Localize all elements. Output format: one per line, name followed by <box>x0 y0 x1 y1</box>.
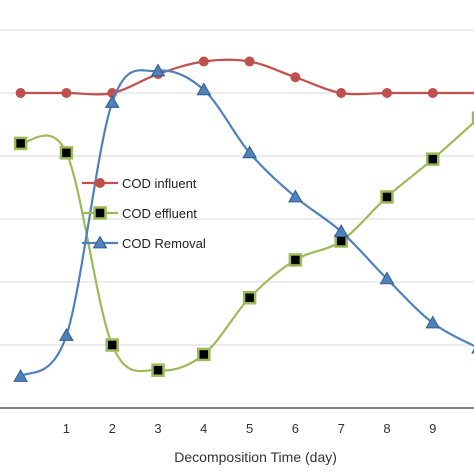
legend-marker <box>93 206 107 220</box>
data-point-triangle <box>196 82 212 96</box>
x-tick-label: 8 <box>383 421 390 436</box>
x-tick-label: 5 <box>246 421 253 436</box>
legend: COD influent COD effluent COD Removal <box>82 176 206 251</box>
series-line <box>19 69 474 378</box>
x-tick-label: 4 <box>200 421 207 436</box>
legend-label: COD effluent <box>122 206 197 221</box>
data-point-square <box>426 152 440 166</box>
data-point-circle <box>61 88 72 98</box>
data-point-triangle <box>104 94 120 108</box>
data-point-triangle <box>59 328 74 341</box>
data-point-circle <box>15 88 26 98</box>
data-point-triangle <box>13 368 28 382</box>
x-tick-label: 9 <box>429 421 436 436</box>
x-tick-label: 2 <box>109 421 116 436</box>
data-point-square <box>197 347 211 362</box>
series-2 <box>13 63 474 382</box>
data-point-triangle <box>333 224 349 237</box>
data-point-square <box>59 146 74 160</box>
data-point-triangle <box>425 315 441 329</box>
data-point-triangle <box>288 189 303 203</box>
legend-marker <box>95 178 105 188</box>
series-1 <box>13 111 474 377</box>
data-point-circle <box>381 88 392 98</box>
x-tick-label: 1 <box>63 421 70 436</box>
series-0 <box>15 56 474 98</box>
data-point-square <box>334 234 348 248</box>
data-point-square <box>13 136 28 151</box>
data-point-square <box>151 363 165 377</box>
data-point-circle <box>244 56 255 67</box>
data-point-square <box>380 190 394 204</box>
x-tick-labels: 1 2 3 4 5 6 7 8 9 <box>63 421 437 436</box>
x-axis-title: Decomposition Time (day) <box>174 449 337 465</box>
x-tick-label: 7 <box>338 421 345 436</box>
legend-label: COD influent <box>122 176 197 191</box>
legend-marker <box>92 235 108 249</box>
legend-label: COD Removal <box>122 236 206 251</box>
series-layer <box>13 56 474 382</box>
data-point-square <box>105 338 119 352</box>
data-point-circle <box>427 88 438 98</box>
data-point-circle <box>198 56 209 67</box>
grid-lines <box>0 29 474 346</box>
data-point-triangle <box>150 63 166 77</box>
data-point-triangle <box>242 145 257 159</box>
data-point-triangle <box>379 271 395 285</box>
data-point-square <box>242 291 257 305</box>
x-tick-label: 6 <box>292 421 299 436</box>
data-point-circle <box>336 88 347 98</box>
data-point-square <box>288 253 303 267</box>
data-point-circle <box>290 72 301 83</box>
x-tick-label: 3 <box>154 421 161 436</box>
